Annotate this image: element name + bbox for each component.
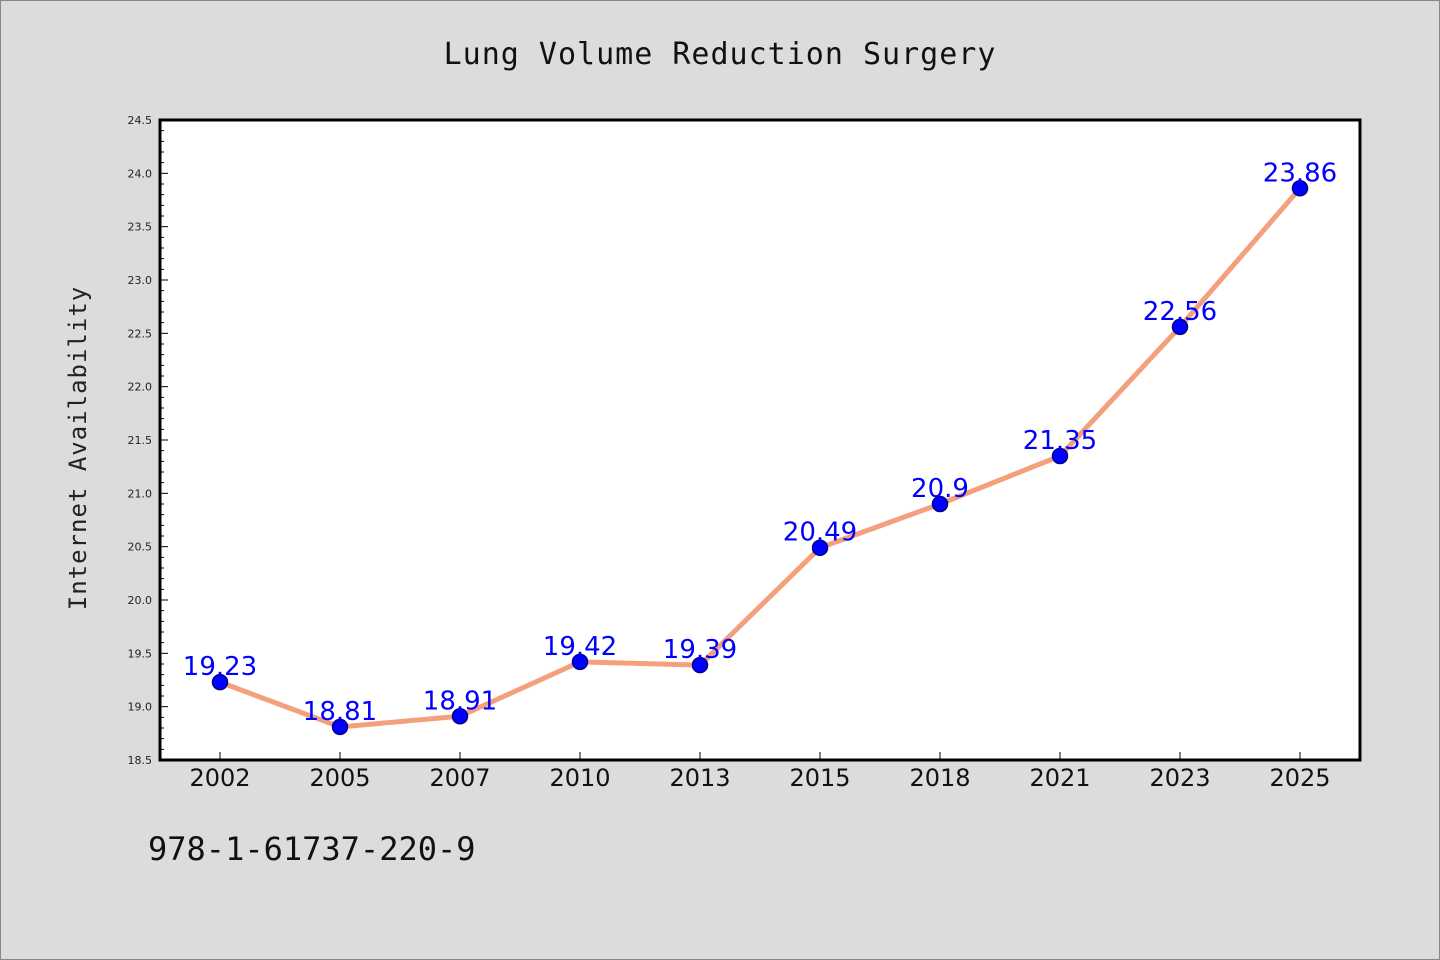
data-point [811, 539, 829, 556]
data-point [691, 656, 709, 674]
data-label: 21.35 [1023, 426, 1097, 456]
x-tick-label: 2018 [909, 764, 970, 792]
y-tick-label: 20.0 [128, 594, 153, 607]
data-label: 19.39 [663, 635, 737, 665]
isbn-code: 978-1-61737-220-9 [148, 830, 476, 868]
x-tick-label: 2025 [1269, 764, 1330, 792]
plot-border [158, 118, 1362, 762]
data-point [931, 495, 949, 513]
data-point [1171, 318, 1189, 336]
data-point [1291, 180, 1309, 197]
series-line [217, 185, 1303, 730]
data-label: 20.49 [783, 518, 857, 548]
x-tick-label: 2015 [789, 764, 850, 792]
data-label: 22.56 [1143, 297, 1217, 327]
data-label: 19.23 [183, 652, 257, 682]
x-tick-label: 2023 [1149, 764, 1210, 792]
data-label: 19.42 [543, 632, 617, 662]
x-tick-label: 2010 [549, 764, 610, 792]
data-point [1051, 447, 1069, 465]
y-axis-ticks: 18.5 19.0 19.5 20.0 20.5 21.0 21.5 22.0 22.5 23.0… [128, 114, 168, 767]
x-axis-ticks: 2002 2005 2007 2010 2013 2015 2018 2021 2023 2025 [189, 752, 1331, 792]
data-label: 20.9 [911, 474, 969, 504]
y-tick-label: 20.5 [128, 541, 153, 554]
data-label: 18.81 [303, 697, 377, 727]
data-labels: 19.23 18.81 18.91 19.42 19.39 20.49 20.9 21.35 2… [183, 158, 1337, 727]
data-label: 23.86 [1263, 158, 1337, 188]
x-tick-label: 2002 [189, 764, 250, 792]
y-tick-label: 21.0 [128, 487, 153, 500]
data-markers [211, 180, 1309, 736]
x-tick-label: 2013 [669, 764, 730, 792]
y-tick-label: 22.0 [128, 381, 153, 394]
y-tick-label: 23.5 [128, 221, 153, 234]
y-tick-label: 24.5 [128, 114, 153, 127]
data-point [571, 653, 589, 671]
chart-title: Lung Volume Reduction Surgery [444, 37, 997, 72]
x-tick-label: 2005 [309, 764, 370, 792]
y-axis-label: Internet Availability [64, 286, 92, 610]
y-tick-label: 18.5 [128, 754, 153, 767]
data-point [451, 708, 469, 725]
y-tick-label: 23.0 [128, 274, 153, 287]
plot-area [160, 120, 1360, 760]
data-label: 18.91 [423, 686, 497, 716]
x-tick-label: 2021 [1029, 764, 1090, 792]
y-tick-label: 21.5 [128, 434, 153, 447]
y-tick-label: 19.0 [128, 701, 153, 714]
y-tick-label: 24.0 [128, 167, 153, 180]
y-tick-label: 22.5 [128, 327, 153, 340]
data-point [331, 718, 349, 736]
data-point [211, 673, 229, 691]
y-tick-label: 19.5 [128, 647, 153, 660]
x-tick-label: 2007 [429, 764, 490, 792]
